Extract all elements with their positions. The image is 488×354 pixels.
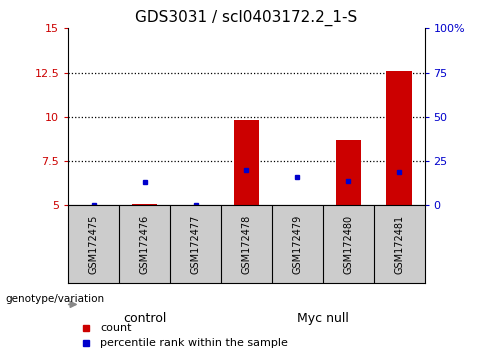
Text: GSM172479: GSM172479 [292, 215, 303, 274]
Text: GSM172480: GSM172480 [343, 215, 353, 274]
Title: GDS3031 / scl0403172.2_1-S: GDS3031 / scl0403172.2_1-S [135, 9, 358, 25]
Text: percentile rank within the sample: percentile rank within the sample [101, 338, 288, 348]
Text: count: count [101, 322, 132, 332]
Text: control: control [123, 312, 166, 325]
Bar [234, 120, 259, 205]
Text: genotype/variation: genotype/variation [5, 294, 104, 304]
Bar [132, 204, 157, 205]
Text: Myc null: Myc null [297, 312, 349, 325]
Text: GSM172477: GSM172477 [190, 215, 201, 274]
Text: GSM172476: GSM172476 [140, 215, 150, 274]
Text: GSM172481: GSM172481 [394, 215, 404, 274]
Bar [336, 140, 361, 205]
Bar [386, 71, 412, 205]
Text: GSM172478: GSM172478 [242, 215, 251, 274]
Text: GSM172475: GSM172475 [89, 215, 99, 274]
